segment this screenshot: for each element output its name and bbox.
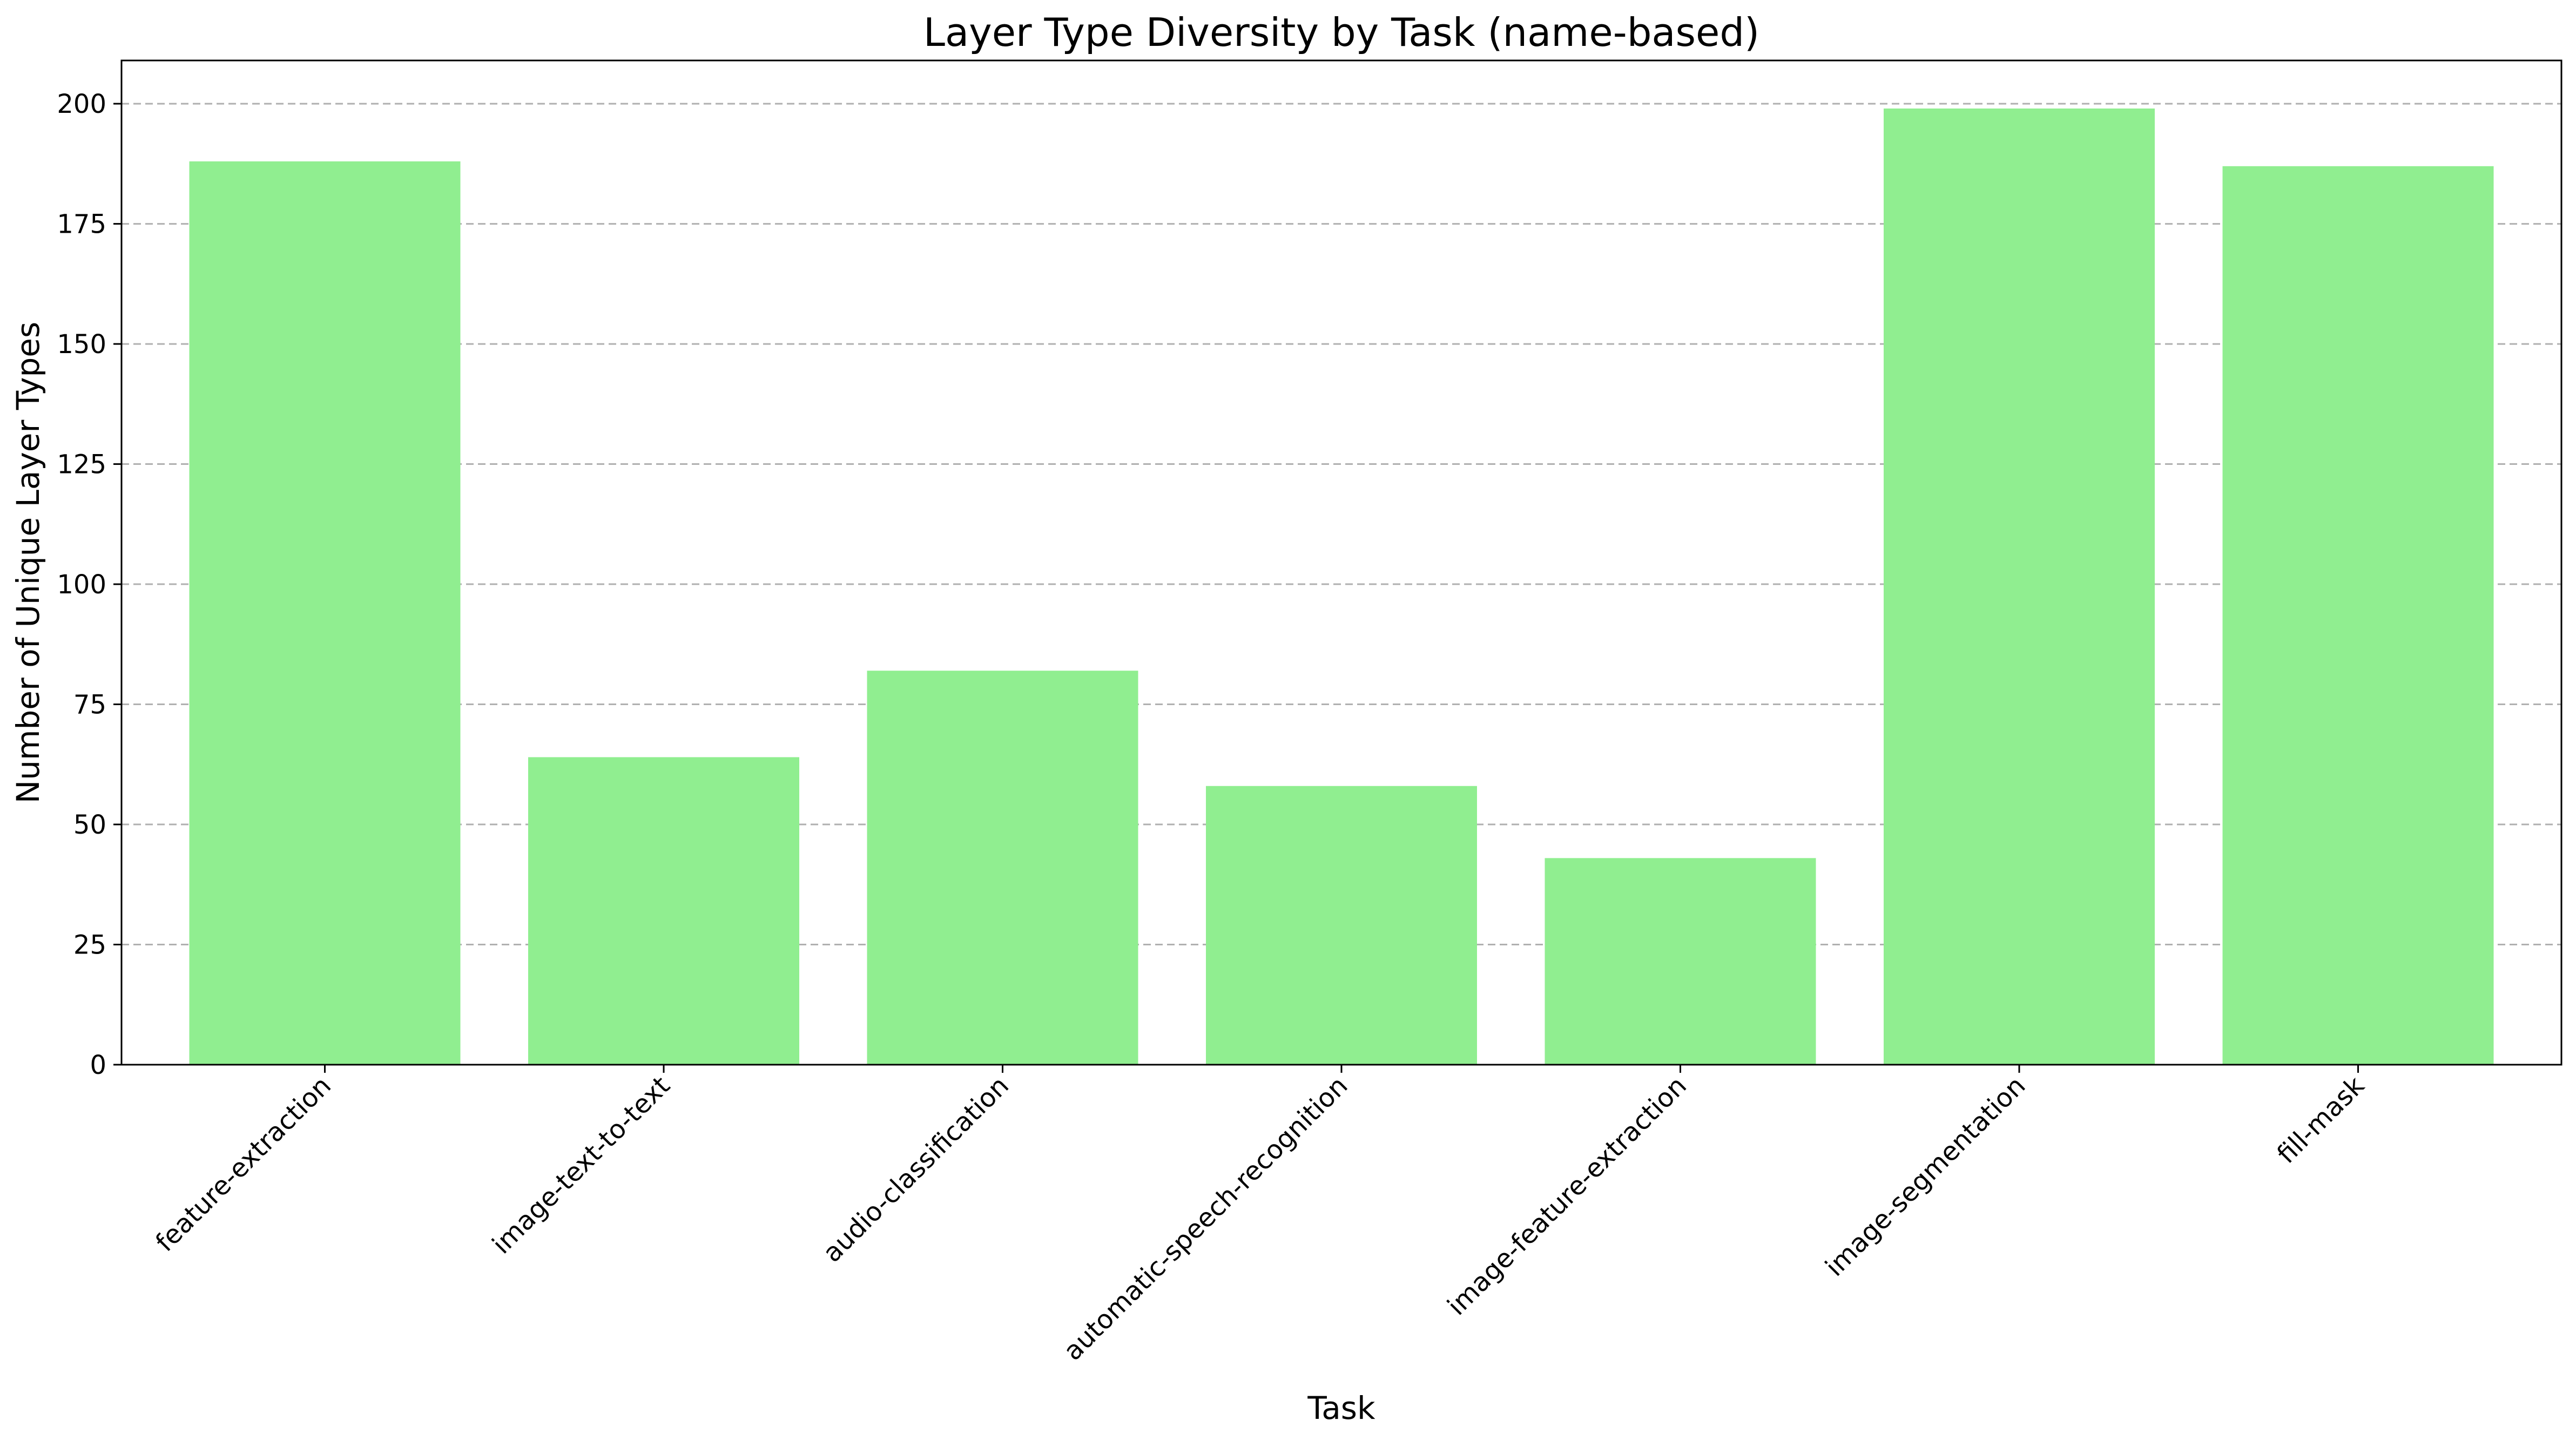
y-tick-label: 175	[57, 209, 106, 240]
bar-automatic-speech-recognition	[1206, 786, 1477, 1065]
y-tick-label: 50	[73, 810, 106, 840]
y-tick-label: 200	[57, 89, 106, 119]
y-tick-label: 25	[73, 930, 106, 960]
y-tick-label: 100	[57, 570, 106, 600]
y-tick-label: 150	[57, 329, 106, 360]
bar-feature-extraction	[189, 161, 461, 1065]
y-axis-label: Number of Unique Layer Types	[10, 322, 46, 803]
y-axis-ticks: 0 25 50 75 100 125 150 175 200	[57, 89, 122, 1080]
bar-image-feature-extraction	[1545, 858, 1816, 1065]
x-axis-ticks: feature-extraction image-text-to-text audi…	[150, 1065, 2370, 1366]
x-tick-label: audio-classification	[817, 1071, 1015, 1268]
bar-image-segmentation	[1884, 108, 2155, 1065]
bars	[189, 108, 2494, 1065]
y-tick-label: 125	[57, 450, 106, 480]
x-tick-label: fill-mask	[2271, 1071, 2370, 1169]
x-tick-label: image-feature-extraction	[1442, 1071, 1692, 1321]
x-axis-label: Task	[1307, 1390, 1375, 1426]
x-tick-label: feature-extraction	[150, 1071, 336, 1257]
x-tick-label: image-text-to-text	[487, 1071, 676, 1260]
chart-title: Layer Type Diversity by Task (name-based…	[923, 10, 1759, 55]
x-tick-label: image-segmentation	[1819, 1071, 2031, 1282]
bar-fill-mask	[2222, 166, 2494, 1065]
bar-audio-classification	[867, 671, 1138, 1065]
x-tick-label: automatic-speech-recognition	[1058, 1071, 1354, 1366]
bar-image-text-to-text	[528, 757, 799, 1065]
y-tick-label: 75	[73, 690, 106, 720]
y-tick-label: 0	[90, 1050, 106, 1080]
